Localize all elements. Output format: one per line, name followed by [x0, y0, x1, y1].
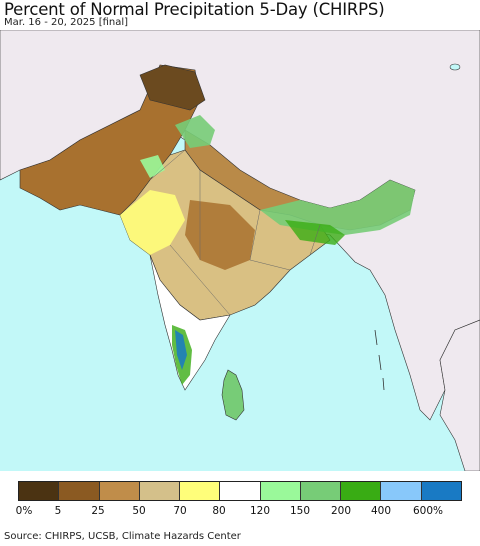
region-bengal-green — [285, 220, 345, 245]
legend-swatch — [19, 482, 60, 500]
region-gujarat-yellow — [120, 190, 185, 255]
precipitation-map — [0, 30, 480, 471]
legend-tick: 200 — [330, 505, 352, 517]
legend-tick: 150 — [289, 505, 311, 517]
legend-swatch — [300, 482, 342, 500]
legend-swatch — [99, 482, 140, 500]
andaman-islands — [374, 329, 385, 391]
legend-tick: 25 — [91, 505, 105, 517]
northeast-lake — [449, 63, 461, 71]
map-subtitle: Mar. 16 - 20, 2025 [final] — [4, 17, 129, 28]
source-credit: Source: CHIRPS, UCSB, Climate Hazards Ce… — [4, 531, 241, 542]
legend-tick: 600% — [412, 505, 444, 517]
legend-tick: 70 — [173, 505, 187, 517]
region-sri-lanka — [221, 369, 245, 421]
legend-swatch — [341, 482, 382, 500]
map-title: Percent of Normal Precipitation 5-Day (C… — [4, 0, 385, 19]
internal-borders — [149, 149, 321, 316]
legend-tick-labels: 0% 5 25 50 70 80 120 150 200 400 600% — [0, 505, 480, 519]
legend-swatch — [260, 482, 301, 500]
region-south-india — [149, 254, 231, 391]
legend-swatch — [180, 482, 221, 500]
legend-bar — [18, 481, 462, 501]
legend-swatch — [220, 482, 261, 500]
legend-swatch — [139, 482, 181, 500]
legend-tick: 120 — [249, 505, 271, 517]
legend-tick: 0% — [15, 505, 33, 517]
legend-swatch — [59, 482, 100, 500]
legend-swatch — [381, 482, 422, 500]
region-punjab-green — [175, 115, 215, 148]
outside-land-southeast — [439, 319, 480, 471]
region-kashmir — [139, 64, 206, 111]
region-deccan-brown — [185, 200, 255, 270]
legend-swatch — [421, 482, 461, 500]
region-kerala-very-wet — [175, 330, 187, 370]
legend-tick: 400 — [370, 505, 392, 517]
legend-tick: 80 — [212, 505, 226, 517]
legend-tick: 5 — [54, 505, 62, 517]
legend-tick: 50 — [132, 505, 146, 517]
region-ganges-green — [260, 180, 415, 235]
